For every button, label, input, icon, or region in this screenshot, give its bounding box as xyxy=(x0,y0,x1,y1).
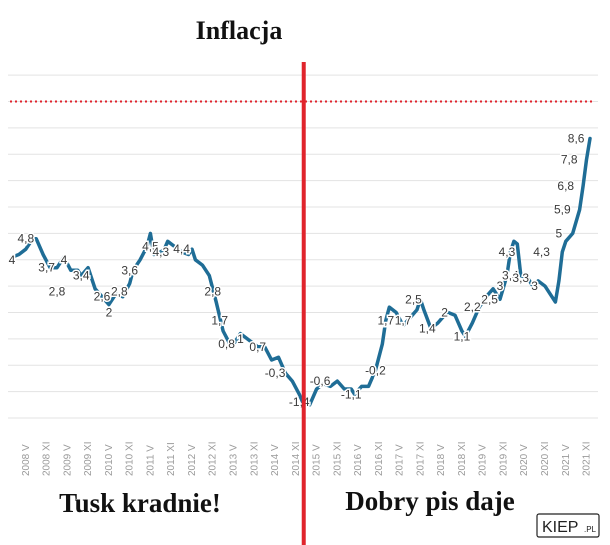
data-label: 7,8 xyxy=(561,153,578,167)
data-label: 6,8 xyxy=(557,179,574,193)
x-tick-label: 2017 XI xyxy=(415,442,426,476)
x-tick-label: 2016 V xyxy=(353,444,364,476)
x-tick-label: 2021 XI xyxy=(582,442,593,476)
data-label: 2,8 xyxy=(49,284,66,298)
data-labels: 44,83,72,843,42,622,83,64,54,3 4,42,81,70… xyxy=(7,130,586,411)
data-label: 2 xyxy=(441,306,448,320)
x-tick-label: 2020 XI xyxy=(540,442,551,476)
chart-title: Inflacja xyxy=(196,16,283,45)
x-tick-label: 2011 XI xyxy=(166,442,177,476)
data-label: 2,8 xyxy=(204,284,221,298)
data-label: 3,4 xyxy=(73,269,90,283)
data-label: -0,3 xyxy=(265,366,286,380)
x-axis-ticks: 2008 V 2008 XI 2009 V 2009 XI 2010 V 2010 XI 2… xyxy=(21,442,593,476)
x-tick-label: 2008 V xyxy=(21,444,32,476)
data-label: 8,6 xyxy=(568,131,585,145)
x-tick-label: 2010 XI xyxy=(125,442,136,476)
data-label: 3 xyxy=(531,279,538,293)
data-label: 5 xyxy=(556,226,563,240)
x-tick-label: 2018 XI xyxy=(457,442,468,476)
kiep-logo: KIEP .PL xyxy=(536,513,600,538)
data-label: 4,8 xyxy=(18,232,35,246)
data-label: 4,4 xyxy=(173,242,190,256)
data-label: 2,8 xyxy=(111,284,128,298)
data-label: 4,3 xyxy=(152,245,169,259)
right-caption: Dobry pis daje xyxy=(345,486,515,516)
x-tick-label: 2021 V xyxy=(561,444,572,476)
data-label: 4,5 xyxy=(142,240,159,254)
data-label: 4 xyxy=(61,253,68,267)
data-label: 1,7 xyxy=(377,313,394,327)
data-label: 1,7 xyxy=(211,313,228,327)
data-label: -1,1 xyxy=(341,387,362,401)
data-label: 3,7 xyxy=(38,261,55,275)
x-tick-label: 2018 V xyxy=(436,444,447,476)
data-label: 2,2 xyxy=(464,300,481,314)
data-label: -0,2 xyxy=(365,364,386,378)
data-label: 1,7 xyxy=(395,313,412,327)
data-label: 3,4 xyxy=(502,269,519,283)
x-tick-label: 2013 XI xyxy=(249,442,260,476)
data-label: 1,4 xyxy=(419,321,436,335)
data-label: 0,8 xyxy=(218,337,235,351)
x-tick-label: 2009 XI xyxy=(83,442,94,476)
x-tick-label: 2017 V xyxy=(395,444,406,476)
x-tick-label: 2012 V xyxy=(187,444,198,476)
data-label: 1 xyxy=(237,332,244,346)
logo-text: KIEP xyxy=(542,519,578,536)
x-tick-label: 2014 XI xyxy=(291,442,302,476)
data-label: 3 xyxy=(497,279,504,293)
data-label: 2 xyxy=(106,306,113,320)
left-caption: Tusk kradnie! xyxy=(59,488,221,518)
x-tick-label: 2011 V xyxy=(145,445,156,476)
data-label: 2,5 xyxy=(405,292,422,306)
data-label: 4,3 xyxy=(499,245,516,259)
x-tick-label: 2015 XI xyxy=(332,442,343,476)
data-label: -0,6 xyxy=(310,374,331,388)
data-label: 3,3 xyxy=(512,271,529,285)
data-label: 3,6 xyxy=(121,263,138,277)
x-tick-label: 2012 XI xyxy=(208,442,219,476)
data-label: 1,1 xyxy=(454,329,471,343)
data-label: 5,9 xyxy=(554,203,571,217)
x-tick-label: 2013 V xyxy=(229,444,240,476)
x-tick-label: 2016 XI xyxy=(374,442,385,476)
data-label: 2,6 xyxy=(94,290,111,304)
x-tick-label: 2015 V xyxy=(312,444,323,476)
data-label: 4,3 xyxy=(533,245,550,259)
x-tick-label: 2009 V xyxy=(62,444,73,476)
data-label: 4 xyxy=(9,253,16,267)
inflation-series-line xyxy=(10,136,592,407)
data-label: 0,7 xyxy=(249,340,266,354)
data-label: -1,4 xyxy=(289,395,310,409)
x-tick-label: 2014 V xyxy=(270,444,281,476)
logo-suffix: .PL xyxy=(584,525,597,534)
x-tick-label: 2010 V xyxy=(104,444,115,476)
x-tick-label: 2019 V xyxy=(478,444,489,476)
x-tick-label: 2008 XI xyxy=(42,442,53,476)
x-tick-label: 2020 V xyxy=(519,444,530,476)
x-tick-label: 2019 XI xyxy=(498,442,509,476)
data-label: 2,5 xyxy=(481,292,498,306)
